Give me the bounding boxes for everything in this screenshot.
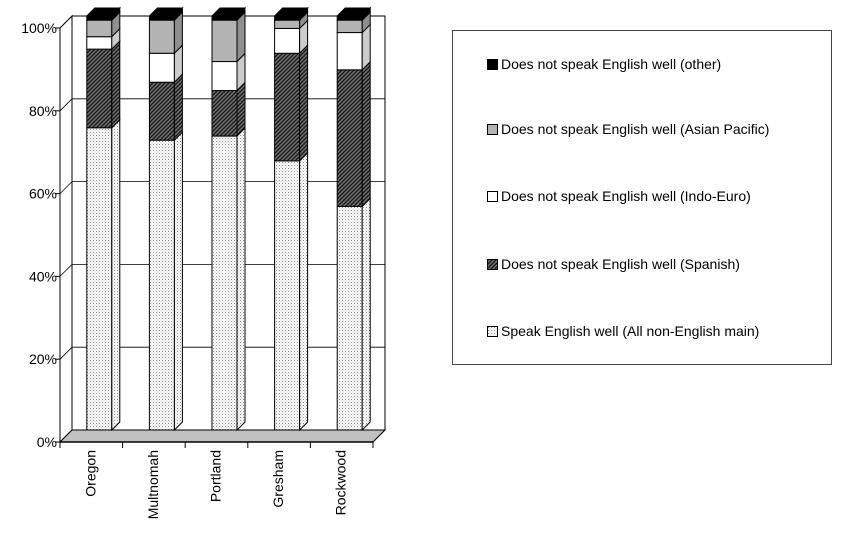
legend: Does not speak English well (other) Does… — [452, 30, 832, 365]
y-tick-label: 100% — [21, 20, 57, 36]
bar-top — [148, 7, 184, 17]
bar-top — [210, 7, 247, 17]
bar-segment — [211, 135, 238, 431]
legend-item-asian-pacific: Does not speak English well (Asian Pacif… — [487, 120, 769, 138]
bar-segment — [148, 139, 175, 431]
bar-segment — [211, 19, 238, 63]
gridline-side — [59, 346, 73, 360]
x-tick-label-portland: Portland — [208, 450, 224, 502]
bar-segment — [86, 127, 113, 431]
bar-segment — [274, 19, 301, 29]
gridline-side — [59, 181, 73, 194]
gridline-side — [59, 264, 73, 277]
y-tick-label: 60% — [29, 186, 57, 202]
x-tick-label-multnomah: Multnomah — [145, 450, 161, 519]
legend-swatch-asian-pacific — [487, 123, 498, 135]
bar-multnomah — [148, 6, 184, 432]
bar-segment — [274, 15, 301, 21]
bar-segment — [274, 160, 301, 431]
bar-segment — [86, 15, 113, 21]
bar-gresham — [273, 6, 309, 432]
bar-segment — [86, 36, 113, 50]
legend-label-other: Does not speak English well (other) — [501, 56, 722, 72]
bar-rockwood — [335, 6, 372, 432]
bar-segment-side — [299, 151, 309, 432]
legend-label-indo-euro: Does not speak English well (Indo-Euro) — [501, 188, 751, 204]
bar-segment — [336, 32, 363, 71]
legend-item-other: Does not speak English well (other) — [487, 55, 721, 73]
bar-segment — [148, 81, 175, 141]
bar-segment — [336, 205, 363, 431]
y-tick-label: 80% — [29, 103, 57, 119]
legend-label-asian-pacific: Does not speak English well (Asian Pacif… — [501, 121, 770, 137]
bar-segment-side — [173, 130, 183, 432]
floor-plane — [58, 429, 387, 443]
x-tick-label-gresham: Gresham — [270, 450, 286, 508]
x-tick-label-rockwood: Rockwood — [333, 450, 349, 515]
bar-segment-side — [299, 44, 309, 163]
bar-segment — [274, 27, 301, 54]
bar-segment-side — [361, 60, 371, 208]
legend-label-speak-well: Speak English well (All non-English main… — [501, 323, 760, 339]
bar-segment — [148, 19, 175, 54]
bar-segment — [274, 52, 301, 162]
legend-label-spanish: Does not speak English well (Spanish) — [501, 256, 740, 272]
bars-layer — [85, 6, 372, 432]
y-tick-label: 0% — [37, 434, 57, 450]
bar-segment — [336, 69, 363, 207]
side-wall — [59, 14, 73, 444]
y-tick-label: 20% — [29, 351, 57, 367]
bar-segment-side — [173, 73, 183, 142]
bar-segment-side — [111, 39, 121, 129]
bar-segment — [86, 19, 113, 38]
legend-swatch-indo-euro — [487, 190, 498, 202]
legend-item-spanish: Does not speak English well (Spanish) — [487, 255, 740, 273]
legend-swatch-other — [487, 58, 498, 70]
bar-segment-side — [236, 81, 246, 138]
bar-segment — [86, 48, 113, 129]
legend-item-speak-well: Speak English well (All non-English main… — [487, 322, 759, 340]
bar-segment — [148, 52, 175, 83]
bar-segment — [336, 19, 363, 34]
bar-portland — [210, 6, 247, 432]
y-tick-label: 40% — [29, 268, 57, 284]
legend-swatch-spanish — [487, 258, 498, 270]
bar-top — [335, 7, 372, 17]
bar-segment-side — [361, 197, 371, 432]
bar-top — [85, 7, 122, 17]
gridline-side — [59, 98, 73, 112]
x-tick-label-oregon: Oregon — [82, 450, 98, 497]
bar-segment — [148, 15, 175, 21]
bar-segment-side — [111, 118, 121, 432]
bar-segment — [211, 61, 238, 92]
plot-floor — [58, 429, 387, 443]
bar-segment — [211, 15, 238, 21]
bar-top — [273, 7, 309, 17]
axes-layer: 0% 20% 40% 60% 80% 100% Oregon Multnomah Portlan… — [21, 20, 374, 519]
legend-swatch-speak-well — [487, 325, 498, 337]
bar-segment — [211, 90, 238, 137]
bar-segment — [336, 15, 363, 21]
bar-segment-side — [236, 126, 246, 432]
legend-item-indo-euro: Does not speak English well (Indo-Euro) — [487, 187, 751, 205]
bar-oregon — [85, 6, 122, 432]
